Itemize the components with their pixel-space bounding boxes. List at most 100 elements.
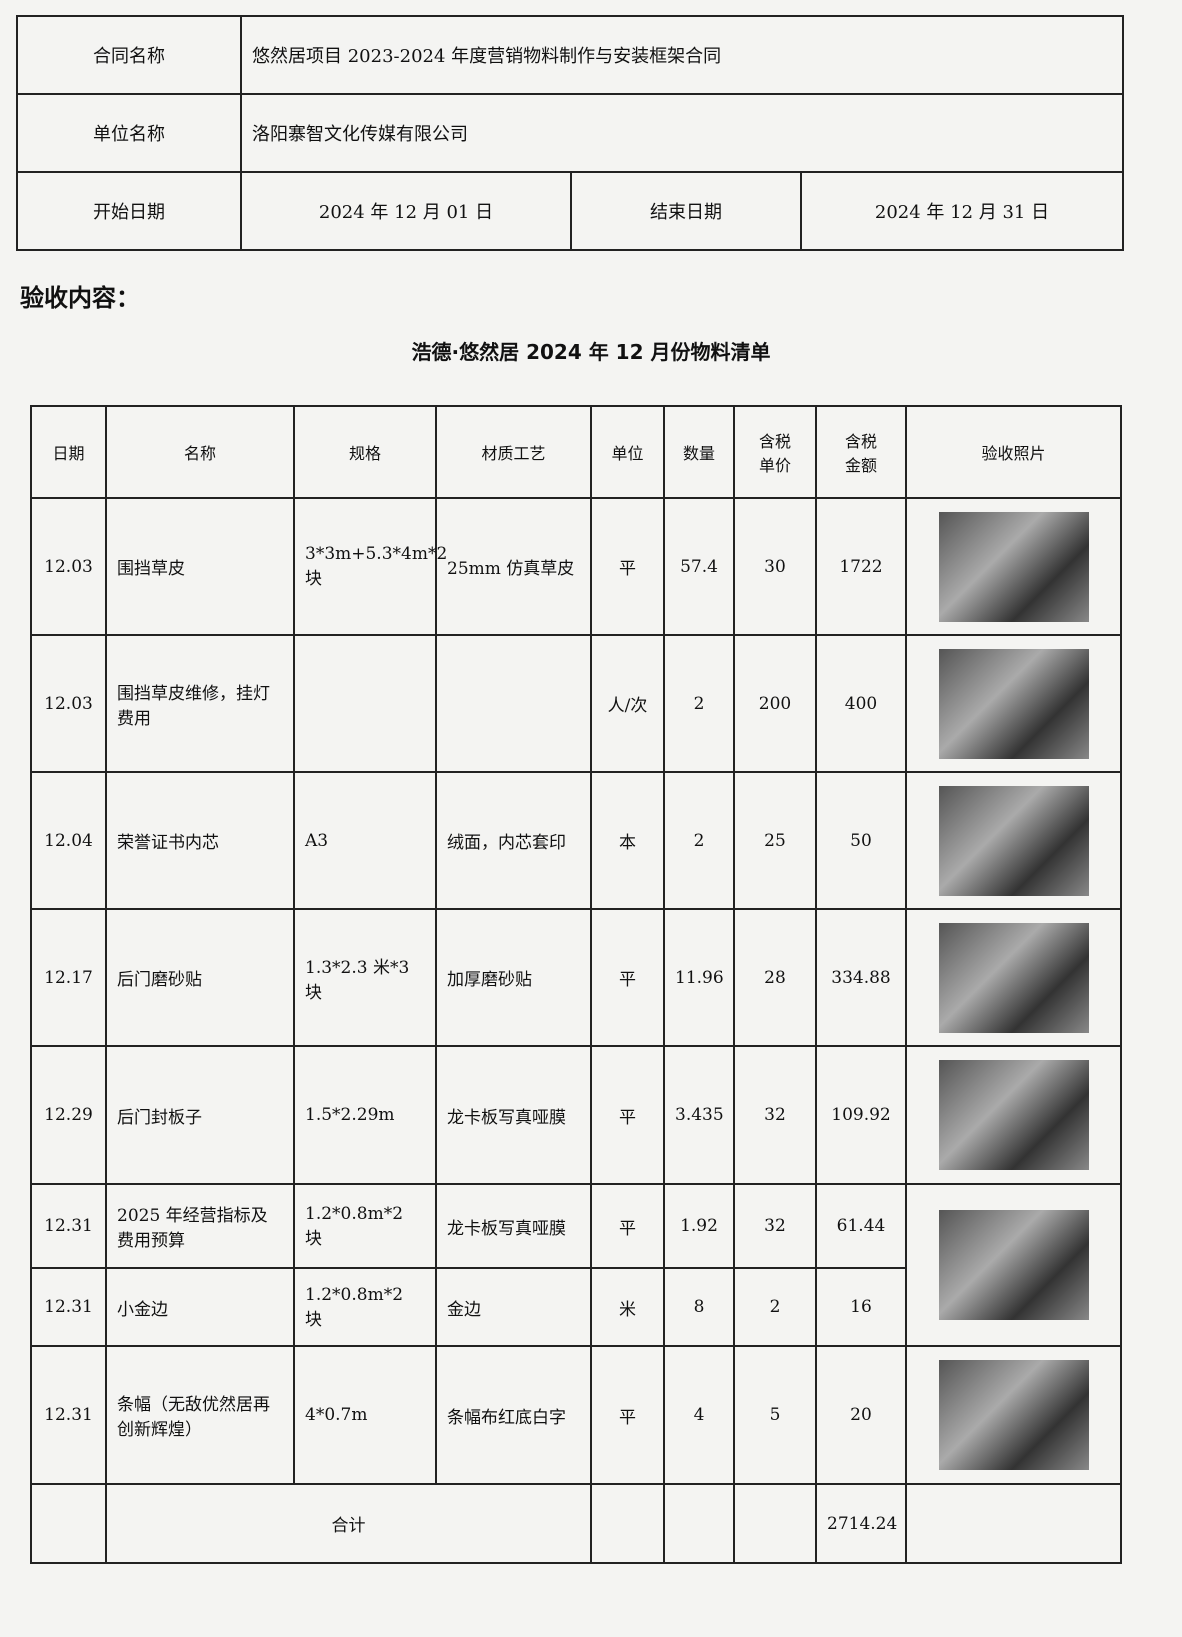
cell: 条幅（无敌优然居再创新辉煌） (105, 1345, 295, 1485)
cell: 后门封板子 (105, 1045, 295, 1185)
cell: 2 (663, 771, 735, 910)
table-title: 浩德·悠然居 2024 年 12 月份物料清单 (411, 340, 771, 364)
cell: 8 (663, 1267, 735, 1347)
cell (590, 1483, 665, 1564)
cell: 61.44 (815, 1183, 907, 1269)
cell: A3 (293, 771, 437, 910)
photo (938, 511, 1089, 622)
section-label: 验收内容： (20, 284, 140, 312)
cell: 12.04 (30, 771, 107, 910)
cell: 3.435 (663, 1045, 735, 1185)
photo (938, 648, 1089, 759)
photo-cell (905, 1183, 1122, 1347)
photo-cell (905, 771, 1122, 910)
cell: 400 (815, 634, 907, 773)
value: 2024 年 12 月 31 日 (800, 171, 1124, 251)
cell: 人/次 (590, 634, 665, 773)
value: 洛阳寨智文化传媒有限公司 (240, 93, 1124, 173)
column-header: 日期 (30, 405, 107, 499)
data-row: 12.29 后门封板子 1.5*2.29m 龙卡板写真哑膜平 3.435 32 109.92 (30, 1045, 1122, 1185)
cell: 5 (733, 1345, 817, 1485)
photo-cell (905, 634, 1122, 773)
label: 开始日期 (16, 171, 242, 251)
cell: 平 (590, 1183, 665, 1269)
cell: 平 (590, 908, 665, 1047)
cell: 12.29 (30, 1045, 107, 1185)
photo (938, 1360, 1089, 1470)
cell: 绒面，内芯套印 (435, 771, 592, 910)
cell: 米 (590, 1267, 665, 1347)
column-header: 名称 (105, 405, 295, 499)
cell: 2 (663, 634, 735, 773)
value: 悠然居项目 2023-2024 年度营销物料制作与安装框架合同 (240, 15, 1124, 95)
photo (938, 785, 1089, 896)
cell: 平 (590, 1045, 665, 1185)
cell: 1.2*0.8m*2 块 (293, 1183, 437, 1269)
cell: 1.2*0.8m*2 块 (293, 1267, 437, 1347)
label: 结束日期 (570, 171, 802, 251)
column-header: 数量 (663, 405, 735, 499)
cell: 12.03 (30, 497, 107, 636)
photo-cell (905, 497, 1122, 636)
cell: 50 (815, 771, 907, 910)
data-row: 12.31 条幅（无敌优然居再创新辉煌） 4*0.7m 条幅布红底白字平 4 5 20 (30, 1345, 1122, 1485)
cell: 109.92 (815, 1045, 907, 1185)
cell: 11.96 (663, 908, 735, 1047)
cell: 12.17 (30, 908, 107, 1047)
cell: 围挡草皮维修，挂灯费用 (105, 634, 295, 773)
cell: 200 (733, 634, 817, 773)
cell: 12.31 (30, 1267, 107, 1347)
cell: 围挡草皮 (105, 497, 295, 636)
photo-cell (905, 908, 1122, 1047)
data-row: 12.03 围挡草皮维修，挂灯费用 人/次 2 200 400 (30, 634, 1122, 773)
column-header: 含税单价 (733, 405, 817, 499)
cell: 334.88 (815, 908, 907, 1047)
cell: 条幅布红底白字 (435, 1345, 592, 1485)
header-row: 日期 名称 规格 材质工艺 单位 数量 含税单价 含税金额 验收照片 (30, 405, 1122, 499)
cell: 金边 (435, 1267, 592, 1347)
cell (733, 1483, 817, 1564)
label: 单位名称 (16, 93, 242, 173)
cell (30, 1483, 107, 1564)
cell: 3*3m+5.3*4m*2块 (293, 497, 447, 636)
photo-cell (905, 1345, 1122, 1485)
cell: 荣誉证书内芯 (105, 771, 295, 910)
cell: 57.4 (663, 497, 735, 636)
cell: 4 (663, 1345, 735, 1485)
cell: 加厚磨砂贴 (435, 908, 592, 1047)
data-row: 12.03 围挡草皮 3*3m+5.3*4m*2块 25mm 仿真草皮平 57.4 30 1… (30, 497, 1122, 636)
cell (293, 634, 437, 773)
cell: 12.31 (30, 1183, 107, 1269)
photo (938, 1210, 1089, 1320)
material-table: 日期 名称 规格 材质工艺 单位 数量 含税单价 含税金额 验收照片 12.03 围挡草皮 3*3m+… (30, 405, 1122, 1564)
data-row: 12.31 小金边 1.2*0.8m*2 块金边米 8 2 16 (30, 1267, 1121, 1347)
cell: 12.03 (30, 634, 107, 773)
column-header: 单位 (590, 405, 665, 499)
cell: 30 (733, 497, 817, 636)
photo-cell (905, 1045, 1122, 1185)
data-row: 12.31 2025 年经营指标及费用预算 1.2*0.8m*2 块龙卡板写真哑膜平… (30, 1183, 1122, 1347)
cell: 32 (733, 1183, 817, 1269)
contract-table: 合同名称 悠然居项目 2023-2024 年度营销物料制作与安装框架合同 单位名称… (16, 15, 1124, 251)
column-header: 材质工艺 (435, 405, 592, 499)
cell: 12.31 (30, 1345, 107, 1485)
total-label: 合计 (105, 1483, 592, 1564)
cell: 25 (733, 771, 817, 910)
cell (435, 634, 592, 773)
cell: 平 (590, 497, 665, 636)
cell: 龙卡板写真哑膜 (435, 1045, 592, 1185)
cell: 后门磨砂贴 (105, 908, 295, 1047)
total-value: 2714.24 (815, 1483, 907, 1564)
cell: 2025 年经营指标及费用预算 (105, 1183, 295, 1269)
label: 合同名称 (16, 15, 242, 95)
cell: 小金边 (105, 1267, 295, 1347)
cell: 1.92 (663, 1183, 735, 1269)
cell: 20 (815, 1345, 907, 1485)
cell: 1.5*2.29m (293, 1045, 437, 1185)
cell: 28 (733, 908, 817, 1047)
cell: 1.3*2.3 米*3 块 (293, 908, 437, 1047)
cell (663, 1483, 735, 1564)
data-row: 12.04 荣誉证书内芯 A3 绒面，内芯套印本 2 25 50 (30, 771, 1122, 910)
cell (905, 1483, 1122, 1564)
